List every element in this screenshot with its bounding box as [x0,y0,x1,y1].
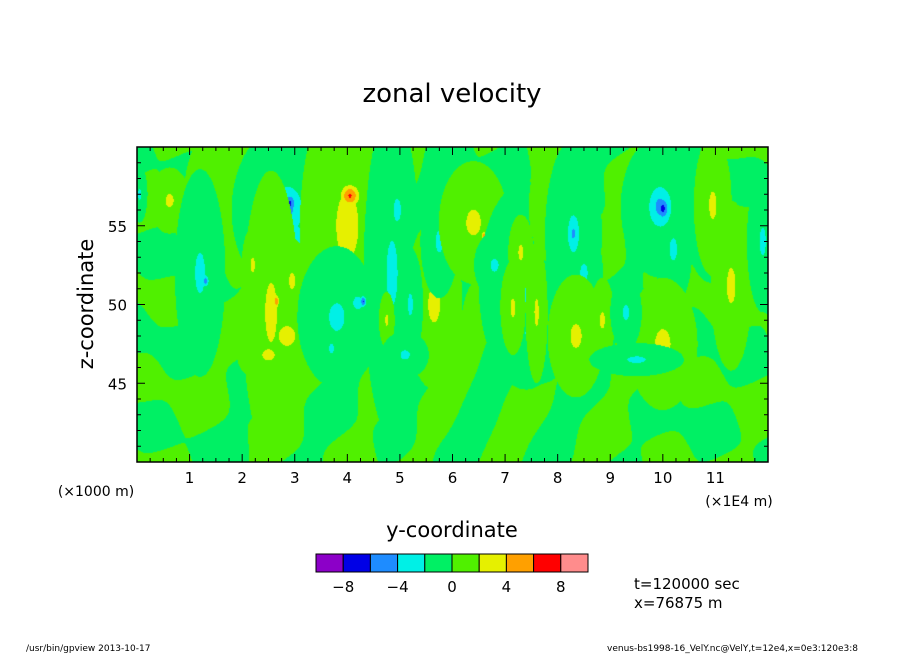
x-tick-label: 3 [290,469,300,487]
x-tick-label: 11 [706,469,725,487]
x-tick-label: 1 [185,469,195,487]
colorbar-tick-label: −4 [387,578,409,596]
colorbar-swatch [424,553,453,573]
chart-title: zonal velocity [362,79,541,109]
colorbar [315,553,589,573]
axis-ticks [136,146,769,463]
colorbar-swatch [451,553,480,573]
y-tick-label: 50 [108,297,127,315]
x-tick-label: 4 [343,469,353,487]
colorbar-tick-label: 4 [502,578,512,596]
y-axis-label: z-coordinate [74,239,98,370]
x-tick-labels: 1 2 3 4 5 6 7 8 9 10 11 [185,469,725,487]
x-unit-left: (×1000 m) [58,484,134,500]
y-tick-labels: 45 50 55 [108,218,127,394]
x-tick-label: 10 [653,469,672,487]
y-tick-label: 45 [108,375,127,393]
colorbar-swatch [478,553,507,573]
colorbar-swatch [533,553,562,573]
footer-left: /usr/bin/gpview 2013-10-17 [26,644,150,654]
colorbar-swatch [505,553,535,573]
x-tick-label: 5 [395,469,405,487]
contour-field [137,147,768,462]
x-tick-label: 9 [605,469,615,487]
x-tick-label: 2 [237,469,247,487]
colorbar-tick-labels: −8 −4 0 4 8 [332,578,565,596]
x-unit-right: (×1E4 m) [705,494,772,510]
position-annotation: x=76875 m [634,594,723,612]
x-tick-label: 8 [553,469,563,487]
colorbar-swatch [560,553,589,573]
colorbar-swatch [369,553,399,573]
colorbar-tick-label: −8 [332,578,354,596]
y-tick-label: 55 [108,218,127,236]
footer-right: venus-bs1998-16_VelY.nc@VelY,t=12e4,x=0e… [607,644,858,654]
colorbar-swatch [397,553,426,573]
colorbar-tick-label: 0 [447,578,457,596]
time-annotation: t=120000 sec [634,575,740,593]
x-axis-label: y-coordinate [386,518,518,542]
x-tick-label: 6 [448,469,458,487]
x-tick-label: 7 [500,469,510,487]
colorbar-tick-label: 8 [556,578,566,596]
heatmap-field [137,147,768,462]
colorbar-swatch [315,553,344,573]
colorbar-swatch [342,553,371,573]
